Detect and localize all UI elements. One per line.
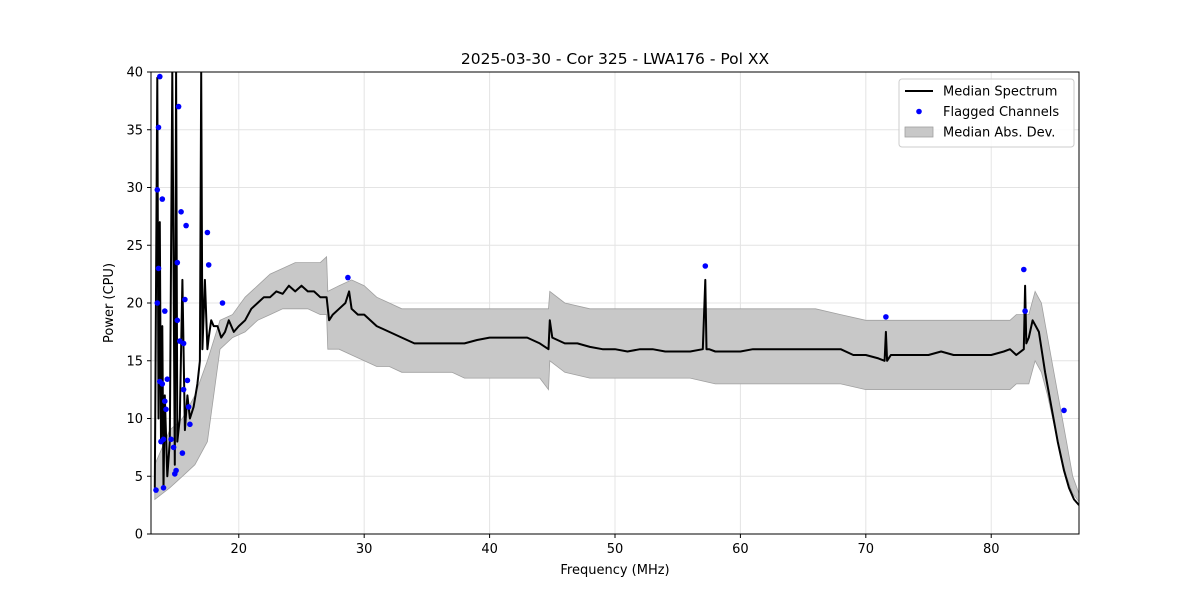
flagged-channel-point — [175, 103, 182, 110]
flagged-channel-point — [157, 73, 163, 80]
flagged-channel-point — [168, 436, 174, 443]
y-tick-label: 35 — [126, 123, 143, 138]
flagged-channel-point — [163, 406, 169, 413]
flagged-channel-point — [159, 381, 166, 387]
x-tick-label: 60 — [732, 542, 749, 557]
y-tick-label: 20 — [126, 297, 143, 312]
legend-label: Median Abs. Dev. — [943, 126, 1055, 141]
chart-title: 2025-03-30 - Cor 325 - LWA176 - Pol XX — [461, 50, 770, 68]
median-spectrum-line — [153, 72, 1079, 506]
x-tick-label: 20 — [231, 542, 248, 557]
flagged-channel-point — [153, 487, 159, 493]
y-tick-label: 10 — [126, 412, 143, 427]
legend-label: Flagged Channels — [943, 105, 1059, 120]
flagged-channel-point — [180, 340, 187, 347]
x-tick-label: 30 — [356, 542, 373, 557]
y-tick-label: 30 — [126, 181, 143, 196]
flagged-channel-point — [182, 296, 188, 303]
flagged-channel-point — [187, 421, 193, 428]
x-axis-label: Frequency (MHz) — [560, 563, 669, 578]
flagged-channel-point — [702, 263, 709, 269]
flagged-channel-point — [155, 124, 162, 131]
flagged-channel-point — [178, 209, 184, 215]
x-tick-label: 50 — [607, 542, 624, 557]
flagged-channel-point — [179, 450, 186, 456]
flagged-channel-point — [180, 386, 187, 393]
flagged-channel-point — [154, 187, 161, 193]
flagged-channel-point — [173, 467, 179, 474]
legend: Median Spectrum Flagged Channels Median Ab… — [898, 78, 1075, 148]
x-tick-label: 40 — [481, 542, 498, 557]
y-tick-label: 40 — [126, 66, 143, 81]
flagged-channel-point — [219, 300, 226, 306]
flagged-channel-point — [164, 376, 171, 383]
flagged-channel-point — [162, 398, 168, 405]
y-tick-label: 0 — [135, 528, 143, 543]
flagged-channel-point — [1061, 407, 1067, 414]
flagged-channel-point — [162, 308, 168, 314]
flagged-channel-point — [1021, 266, 1027, 273]
legend-box — [898, 78, 1075, 148]
flagged-channel-point — [185, 404, 192, 410]
flagged-channel-point — [174, 317, 181, 324]
plot-area — [153, 72, 1079, 506]
x-tick-label: 80 — [983, 542, 1000, 557]
axes: 20 30 40 50 60 70 80 0 5 10 15 20 25 30 35 40 — [126, 66, 999, 558]
legend-point-swatch — [916, 108, 922, 115]
flagged-channel-point — [183, 222, 189, 229]
y-tick-label: 5 — [135, 470, 143, 485]
flagged-channel-point — [184, 377, 191, 384]
legend-label: Median Spectrum — [943, 85, 1057, 100]
flagged-channel-point — [160, 485, 167, 491]
flagged-channel-point — [154, 300, 161, 306]
flagged-channel-point — [205, 262, 212, 268]
y-tick-label: 25 — [126, 239, 143, 254]
flagged-channel-point — [160, 436, 167, 443]
legend-band-swatch — [904, 126, 934, 138]
flagged-channel-point — [345, 274, 351, 281]
y-tick-label: 15 — [126, 354, 143, 369]
flagged-channel-point — [1022, 308, 1028, 314]
flagged-channel-point — [170, 444, 177, 451]
flagged-channel-point — [159, 196, 166, 202]
flagged-channel-point — [204, 229, 211, 236]
flagged-channel-point — [174, 259, 181, 266]
flagged-channel-point — [155, 265, 162, 272]
y-axis-label: Power (CPU) — [102, 263, 117, 343]
mad-band — [154, 255, 1079, 503]
x-tick-label: 70 — [858, 542, 875, 557]
flagged-channel-point — [883, 314, 889, 320]
